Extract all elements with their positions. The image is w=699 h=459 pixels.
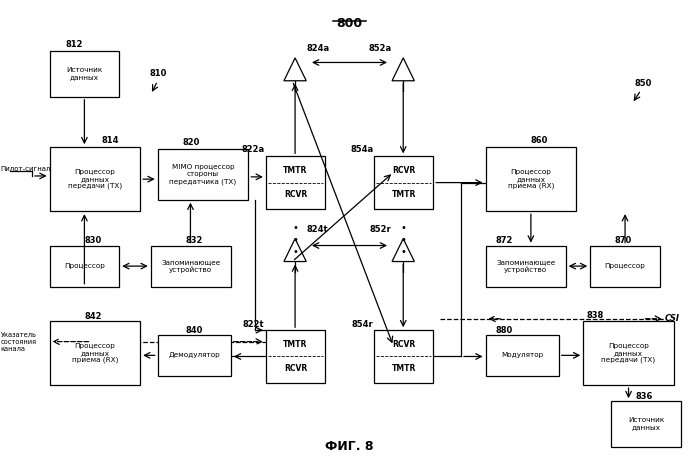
FancyBboxPatch shape xyxy=(158,335,231,376)
FancyBboxPatch shape xyxy=(486,246,565,287)
Text: 824a: 824a xyxy=(306,45,329,53)
Text: 872: 872 xyxy=(496,236,513,246)
Text: Процессор
данных
передачи (TX): Процессор данных передачи (TX) xyxy=(601,343,656,364)
Text: 852r: 852r xyxy=(370,225,391,234)
FancyBboxPatch shape xyxy=(374,330,433,383)
Text: RCVR: RCVR xyxy=(284,190,307,199)
Text: Источник
данных: Источник данных xyxy=(628,418,664,431)
FancyBboxPatch shape xyxy=(374,156,433,209)
FancyBboxPatch shape xyxy=(50,246,120,287)
Text: TMTR: TMTR xyxy=(391,364,416,373)
FancyBboxPatch shape xyxy=(151,246,231,287)
Text: Запоминающее
устройство: Запоминающее устройство xyxy=(496,259,555,273)
Text: 822a: 822a xyxy=(241,145,264,154)
Text: •
•
•: • • • xyxy=(401,224,406,257)
Text: RCVR: RCVR xyxy=(284,364,307,373)
Text: Процессор: Процессор xyxy=(64,263,105,269)
FancyBboxPatch shape xyxy=(50,51,120,97)
Text: 842: 842 xyxy=(85,312,102,321)
Text: 880: 880 xyxy=(496,326,513,335)
Text: Указатель
состояния
канала: Указатель состояния канала xyxy=(1,331,37,352)
FancyBboxPatch shape xyxy=(50,147,140,211)
Text: Модулятор: Модулятор xyxy=(501,353,543,358)
FancyBboxPatch shape xyxy=(266,156,325,209)
FancyBboxPatch shape xyxy=(486,335,559,376)
Text: Процессор
данных
приема (RX): Процессор данных приема (RX) xyxy=(72,343,118,364)
Text: 850: 850 xyxy=(634,78,651,88)
Text: Запоминающее
устройство: Запоминающее устройство xyxy=(161,259,220,273)
FancyBboxPatch shape xyxy=(486,147,576,211)
FancyBboxPatch shape xyxy=(158,150,248,200)
Text: Демодулятор: Демодулятор xyxy=(168,352,220,358)
Text: 860: 860 xyxy=(531,136,548,145)
Text: Процессор
данных
передачи (TX): Процессор данных передачи (TX) xyxy=(68,169,122,190)
Text: 836: 836 xyxy=(635,392,653,401)
Text: 854a: 854a xyxy=(350,145,373,154)
Text: Пилот-сигнал: Пилот-сигнал xyxy=(1,166,51,172)
Text: 838: 838 xyxy=(586,311,604,320)
Text: 852a: 852a xyxy=(368,45,391,53)
Text: MIMO процессор
стороны
передатчика (TX): MIMO процессор стороны передатчика (TX) xyxy=(169,164,236,185)
Text: TMTR: TMTR xyxy=(283,340,308,349)
Text: 822t: 822t xyxy=(243,320,264,329)
FancyBboxPatch shape xyxy=(590,246,660,287)
FancyBboxPatch shape xyxy=(50,321,140,385)
FancyBboxPatch shape xyxy=(611,401,681,447)
Text: 820: 820 xyxy=(182,138,199,147)
Text: 812: 812 xyxy=(65,39,82,49)
Text: 870: 870 xyxy=(614,236,632,246)
Text: •
•
•: • • • xyxy=(292,224,298,257)
Text: 840: 840 xyxy=(185,326,203,335)
Text: Процессор: Процессор xyxy=(605,263,645,269)
FancyBboxPatch shape xyxy=(266,330,325,383)
Text: RCVR: RCVR xyxy=(392,340,415,349)
Text: 800: 800 xyxy=(336,17,363,30)
Text: Процессор
данных
приема (RX): Процессор данных приема (RX) xyxy=(507,169,554,190)
Text: 810: 810 xyxy=(150,69,166,78)
Text: 830: 830 xyxy=(85,236,101,246)
Text: 832: 832 xyxy=(185,236,203,246)
Text: CSI: CSI xyxy=(665,314,680,323)
Text: ФИГ. 8: ФИГ. 8 xyxy=(325,440,374,453)
FancyBboxPatch shape xyxy=(583,321,674,385)
Text: 824t: 824t xyxy=(306,225,328,234)
Text: Источник
данных: Источник данных xyxy=(66,67,103,80)
Text: TMTR: TMTR xyxy=(391,190,416,199)
Text: 814: 814 xyxy=(102,136,120,145)
Text: TMTR: TMTR xyxy=(283,166,308,175)
Text: RCVR: RCVR xyxy=(392,166,415,175)
Text: 854r: 854r xyxy=(352,320,373,329)
